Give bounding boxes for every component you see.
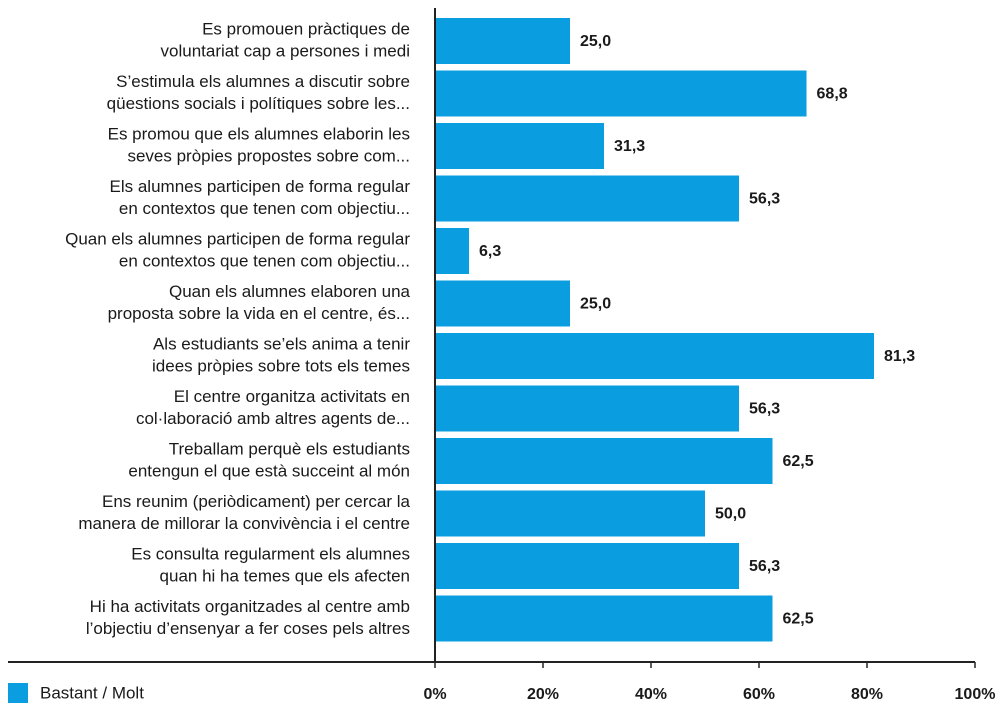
- category-label: Hi ha activitats organitzades al centre …: [90, 597, 410, 616]
- x-tick-label: 40%: [635, 686, 667, 703]
- category-label: entengun el que està succeint al món: [128, 461, 410, 480]
- value-label: 68,8: [817, 86, 848, 103]
- category-label: idees pròpies sobre tots els temes: [152, 356, 410, 375]
- category-label: El centre organitza activitats en: [174, 387, 410, 406]
- x-tick-label: 100%: [955, 686, 996, 703]
- value-label: 31,3: [614, 138, 645, 155]
- value-label: 50,0: [715, 506, 746, 523]
- category-label: quan hi ha temes que els afecten: [160, 566, 410, 585]
- value-label: 62,5: [783, 611, 814, 628]
- category-label: Els alumnes participen de forma regular: [110, 177, 411, 196]
- category-label: qüestions socials i polítiques sobre les…: [107, 94, 410, 113]
- bar: [435, 280, 570, 327]
- bar: [435, 595, 773, 642]
- category-label: l’objectiu d’ensenyar a fer coses pels a…: [86, 619, 410, 638]
- value-label: 56,3: [749, 191, 780, 208]
- category-label: manera de millorar la convivència i el c…: [78, 514, 410, 533]
- value-label: 56,3: [749, 401, 780, 418]
- bar: [435, 385, 740, 432]
- value-label: 25,0: [580, 296, 611, 313]
- value-label: 62,5: [783, 453, 814, 470]
- bar: [435, 543, 740, 589]
- bar: [435, 123, 605, 169]
- value-label: 6,3: [479, 243, 501, 260]
- category-label: Es consulta regularment els alumnes: [131, 544, 410, 563]
- bar: [435, 228, 470, 274]
- category-label: S’estimula els alumnes a discutir sobre: [116, 72, 410, 91]
- bar: [435, 175, 740, 222]
- category-label: proposta sobre la vida en el centre, és.…: [108, 304, 410, 323]
- legend-swatch: [8, 683, 28, 703]
- category-label: Treballam perquè els estudiants: [169, 439, 410, 458]
- x-tick-label: 60%: [743, 686, 775, 703]
- category-label: seves pròpies propostes sobre com...: [127, 146, 410, 165]
- legend-label: Bastant / Molt: [40, 683, 144, 702]
- category-label: col·laboració amb altres agents de...: [136, 409, 410, 428]
- bar: [435, 438, 773, 484]
- category-label: Als estudiants se’els anima a tenir: [153, 334, 410, 353]
- x-tick-label: 0%: [423, 686, 446, 703]
- category-label: Es promou que els alumnes elaborin les: [108, 124, 410, 143]
- value-label: 56,3: [749, 558, 780, 575]
- bar: [435, 490, 705, 537]
- category-label: voluntariat cap a persones i medi: [161, 41, 410, 60]
- category-label: Quan els alumnes elaboren una: [169, 282, 411, 301]
- category-label: en contextos que tenen com objectiu...: [119, 251, 410, 270]
- category-label: Es promouen pràctiques de: [202, 19, 410, 38]
- category-label: Quan els alumnes participen de forma reg…: [65, 229, 410, 248]
- x-tick-label: 20%: [527, 686, 559, 703]
- value-label: 25,0: [580, 33, 611, 50]
- bar: [435, 70, 807, 117]
- bar: [435, 333, 875, 379]
- x-tick-label: 80%: [851, 686, 883, 703]
- value-label: 81,3: [884, 348, 915, 365]
- bar: [435, 18, 570, 64]
- category-label: en contextos que tenen com objectiu...: [119, 199, 410, 218]
- category-label: Ens reunim (periòdicament) per cercar la: [102, 492, 411, 511]
